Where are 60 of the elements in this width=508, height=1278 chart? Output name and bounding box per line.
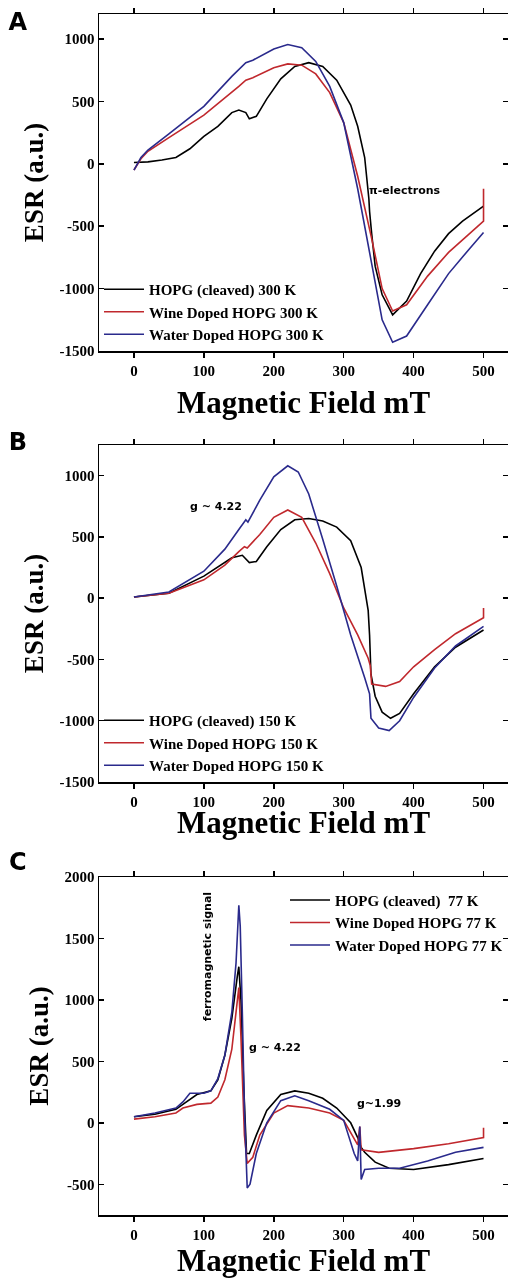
legend-label: HOPG (cleaved) 77 K	[335, 892, 479, 910]
x-tick-label: 400	[402, 1226, 425, 1243]
legend-label: Wine Doped HOPG 300 K	[149, 304, 319, 321]
x-tick-label: 200	[262, 793, 286, 810]
annotation: ferromagnetic signal	[200, 891, 214, 1022]
annotation: π-electrons	[369, 184, 441, 197]
y-axis-title: ESR (a.u.)	[23, 986, 54, 1106]
y-tick-label: 1000	[64, 31, 95, 48]
legend-label: Wine Doped HOPG 150 K	[149, 735, 319, 752]
y-axis-title: ESR (a.u.)	[18, 122, 49, 243]
y-tick-label: 500	[72, 93, 95, 110]
x-tick-label: 400	[402, 362, 425, 379]
y-axis-title: ESR (a.u.)	[18, 553, 49, 674]
y-tick-label: 1500	[64, 930, 95, 947]
legend-label: Wine Doped HOPG 77 K	[335, 915, 497, 932]
y-tick-label: -500	[67, 1176, 95, 1193]
y-tick-label: -1000	[59, 280, 95, 297]
y-tick-label: -500	[67, 218, 95, 235]
y-tick-label: -1000	[59, 712, 95, 729]
x-tick-label: 0	[130, 793, 138, 810]
x-tick-label: 200	[262, 1226, 286, 1243]
annotation: g~1.99	[357, 1097, 402, 1110]
y-tick-label: 500	[72, 1053, 95, 1070]
x-tick-label: 300	[332, 793, 355, 810]
legend-label: HOPG (cleaved) 300 K	[149, 282, 297, 300]
chart-title: C	[8, 848, 27, 877]
x-tick-label: 100	[192, 1226, 216, 1243]
y-tick-label: 2000	[64, 869, 95, 886]
x-tick-label: 400	[402, 793, 425, 810]
annotation: g ~ 4.22	[249, 1041, 301, 1054]
x-axis-title: Magnetic Field mT	[176, 385, 431, 420]
y-tick-label: -1500	[59, 774, 95, 791]
x-tick-label: 500	[472, 1226, 495, 1243]
line-series	[133, 465, 485, 732]
x-axis-title: Magnetic Field mT	[176, 1243, 431, 1278]
legend-label: HOPG (cleaved) 150 K	[149, 713, 297, 731]
y-tick-label: 500	[72, 529, 95, 546]
x-tick-label: 300	[332, 1226, 355, 1243]
y-tick-label: 1000	[64, 467, 95, 484]
chart-title: A	[8, 8, 28, 37]
legend-label: Water Doped HOPG 150 K	[149, 758, 325, 775]
x-tick-label: 0	[130, 362, 138, 379]
y-tick-label: 0	[87, 1115, 95, 1132]
x-tick-label: 100	[192, 362, 216, 379]
y-tick-label: 1000	[64, 992, 95, 1009]
chart-title: B	[8, 428, 27, 457]
y-tick-label: 0	[87, 156, 95, 173]
legend-label: Water Doped HOPG 300 K	[149, 327, 325, 344]
annotation: g ~ 4.22	[190, 500, 242, 513]
legend-label: Water Doped HOPG 77 K	[335, 937, 503, 954]
x-tick-label: 0	[130, 1226, 138, 1243]
x-tick-label: 500	[472, 362, 495, 379]
line-series	[133, 43, 485, 344]
y-tick-label: -1500	[59, 343, 95, 360]
y-tick-label: -500	[67, 651, 95, 668]
x-tick-label: 500	[472, 793, 495, 810]
y-tick-label: 0	[87, 590, 95, 607]
x-tick-label: 100	[192, 793, 216, 810]
x-tick-label: 200	[262, 362, 286, 379]
x-tick-label: 300	[332, 362, 355, 379]
